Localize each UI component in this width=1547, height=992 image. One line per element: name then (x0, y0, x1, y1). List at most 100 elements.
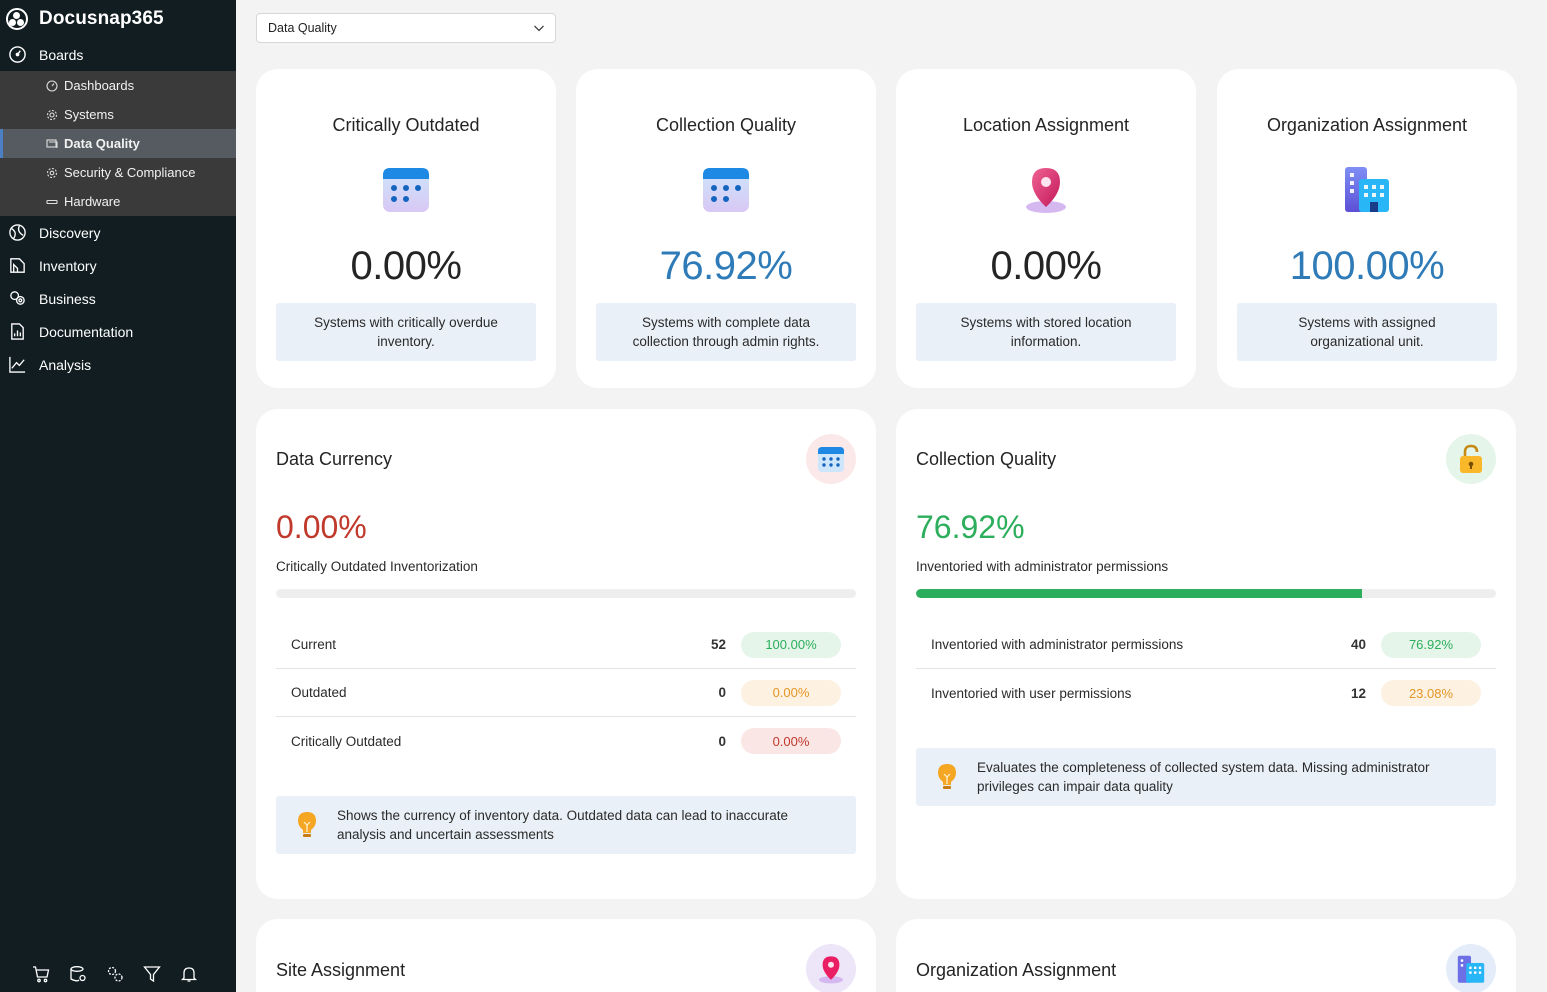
gauge-icon (7, 45, 27, 65)
sidebar-item-inventory[interactable]: Inventory (0, 249, 236, 282)
calendar-icon (701, 164, 751, 214)
sidebar-item-label: Inventory (39, 257, 97, 274)
row-count: 40 (1350, 637, 1366, 652)
table-row: Current 52 100.00% (276, 621, 856, 669)
sidebar-subitem-hardware[interactable]: Hardware (0, 187, 236, 216)
sidebar-item-analysis[interactable]: Analysis (0, 348, 236, 381)
documentation-icon (7, 322, 27, 342)
cart-icon[interactable] (32, 965, 51, 984)
business-icon (7, 289, 27, 309)
percent-pill: 76.92% (1381, 631, 1481, 658)
data-currency-progress-bar (276, 589, 856, 598)
collection-quality-rows: Inventoried with administrator permissio… (916, 621, 1496, 717)
sidebar-subitem-data-quality[interactable]: Data Quality (0, 129, 236, 158)
collection-quality-subtitle: Inventoried with administrator permissio… (916, 559, 1169, 574)
data-currency-card: Data Currency 0.00% Critically Outdated … (256, 409, 876, 899)
bell-icon[interactable] (180, 965, 199, 984)
subitem-label: Systems (64, 107, 114, 122)
sidebar-item-label: Discovery (39, 224, 101, 241)
card-title: Collection Quality (916, 449, 1057, 469)
table-row: Critically Outdated 0 0.00% (276, 717, 856, 765)
location-pin-icon (1021, 164, 1071, 214)
kpi-title: Organization Assignment (1266, 115, 1468, 135)
location-pin-icon (806, 944, 856, 992)
calendar-icon (806, 434, 856, 484)
sidebar-item-label: Analysis (39, 356, 92, 373)
collection-quality-percent: 76.92% (916, 509, 1025, 545)
kpi-title: Location Assignment (962, 115, 1130, 135)
row-count: 0 (718, 733, 726, 749)
sidebar-item-business[interactable]: Business (0, 282, 236, 315)
gear-icon (45, 108, 59, 122)
kpi-title: Critically Outdated (332, 115, 480, 135)
row-count: 12 (1350, 685, 1366, 701)
sidebar-item-documentation[interactable]: Documentation (0, 315, 236, 348)
row-count: 52 (710, 637, 726, 652)
board-select-dropdown[interactable]: Data Quality (256, 13, 556, 43)
kpi-card-organization-assignment: Organization Assignment 100.00% Systems … (1217, 69, 1517, 388)
subitem-label: Hardware (64, 194, 121, 209)
dashboard-icon (45, 79, 59, 93)
percent-pill: 23.08% (1381, 680, 1481, 706)
lightbulb-icon (938, 764, 956, 789)
kpi-description: Systems with critically overdue inventor… (276, 303, 536, 361)
brand[interactable]: Docusnap365 (0, 0, 236, 38)
settings-icon[interactable] (106, 965, 125, 984)
percent-pill: 0.00% (741, 679, 841, 706)
row-label: Current (291, 637, 337, 652)
chevron-down-icon (534, 25, 544, 32)
percent-pill: 100.00% (741, 631, 841, 658)
sidebar-item-label: Documentation (39, 323, 134, 340)
organization-assignment-card: Organization Assignment (896, 919, 1516, 992)
row-count: 0 (718, 685, 726, 700)
card-title: Site Assignment (276, 960, 406, 980)
building-icon (1342, 164, 1392, 214)
info-box: Evaluates the completeness of collected … (916, 748, 1496, 806)
subitem-label: Data Quality (64, 136, 140, 151)
kpi-description: Systems with assigned organizational uni… (1237, 303, 1497, 361)
kpi-description: Systems with stored location information… (916, 303, 1176, 361)
info-text: Evaluates the completeness of collected … (977, 760, 1430, 794)
table-row: Inventoried with user permissions 12 23.… (916, 669, 1496, 717)
data-currency-percent: 0.00% (276, 509, 367, 545)
analysis-icon (7, 355, 27, 375)
subitem-label: Security & Compliance (64, 165, 196, 180)
filter-icon[interactable] (143, 965, 162, 984)
kpi-card-collection-quality: Collection Quality 76.92% Systems with c… (576, 69, 876, 388)
row-label: Critically Outdated (291, 733, 402, 749)
kpi-value: 76.92% (659, 244, 793, 288)
kpi-card-location-assignment: Location Assignment 0.00% Systems with s… (896, 69, 1196, 388)
globe-icon (7, 223, 27, 243)
kpi-title: Collection Quality (655, 115, 797, 135)
database-gear-icon[interactable] (69, 965, 88, 984)
data-currency-rows: Current 52 100.00% Outdated 0 0.00% Crit… (276, 621, 856, 765)
sidebar-footer (32, 965, 199, 984)
sidebar: Docusnap365 Boards Dashboards Systems Da… (0, 0, 236, 992)
kpi-value: 0.00% (350, 244, 462, 288)
sidebar-subitem-systems[interactable]: Systems (0, 100, 236, 129)
sidebar-subitem-security[interactable]: Security & Compliance (0, 158, 236, 187)
subitem-label: Dashboards (64, 78, 135, 93)
info-text: Shows the currency of inventory data. Ou… (337, 808, 789, 842)
inventory-icon (7, 256, 27, 276)
app-title: Docusnap365 (39, 8, 164, 29)
sidebar-item-discovery[interactable]: Discovery (0, 216, 236, 249)
row-label: Inventoried with administrator permissio… (931, 637, 1184, 652)
percent-pill: 0.00% (741, 728, 841, 754)
docusnap-logo-icon (6, 8, 28, 30)
boards-submenu: Dashboards Systems Data Quality Security… (0, 71, 236, 216)
dropdown-value: Data Quality (268, 21, 337, 35)
card-title: Data Currency (276, 449, 393, 469)
kpi-description: Systems with complete data collection th… (596, 303, 856, 361)
sidebar-item-label: Boards (39, 46, 84, 63)
data-currency-subtitle: Critically Outdated Inventorization (276, 559, 478, 574)
building-icon (1446, 944, 1496, 992)
progress-fill (916, 589, 1363, 598)
shield-gear-icon (45, 166, 59, 180)
lightbulb-icon (298, 812, 316, 837)
sidebar-subitem-dashboards[interactable]: Dashboards (0, 71, 236, 100)
row-label: Outdated (291, 685, 347, 700)
kpi-value: 0.00% (990, 244, 1102, 288)
collection-quality-progress-bar (916, 589, 1496, 598)
sidebar-item-boards[interactable]: Boards (0, 38, 236, 71)
